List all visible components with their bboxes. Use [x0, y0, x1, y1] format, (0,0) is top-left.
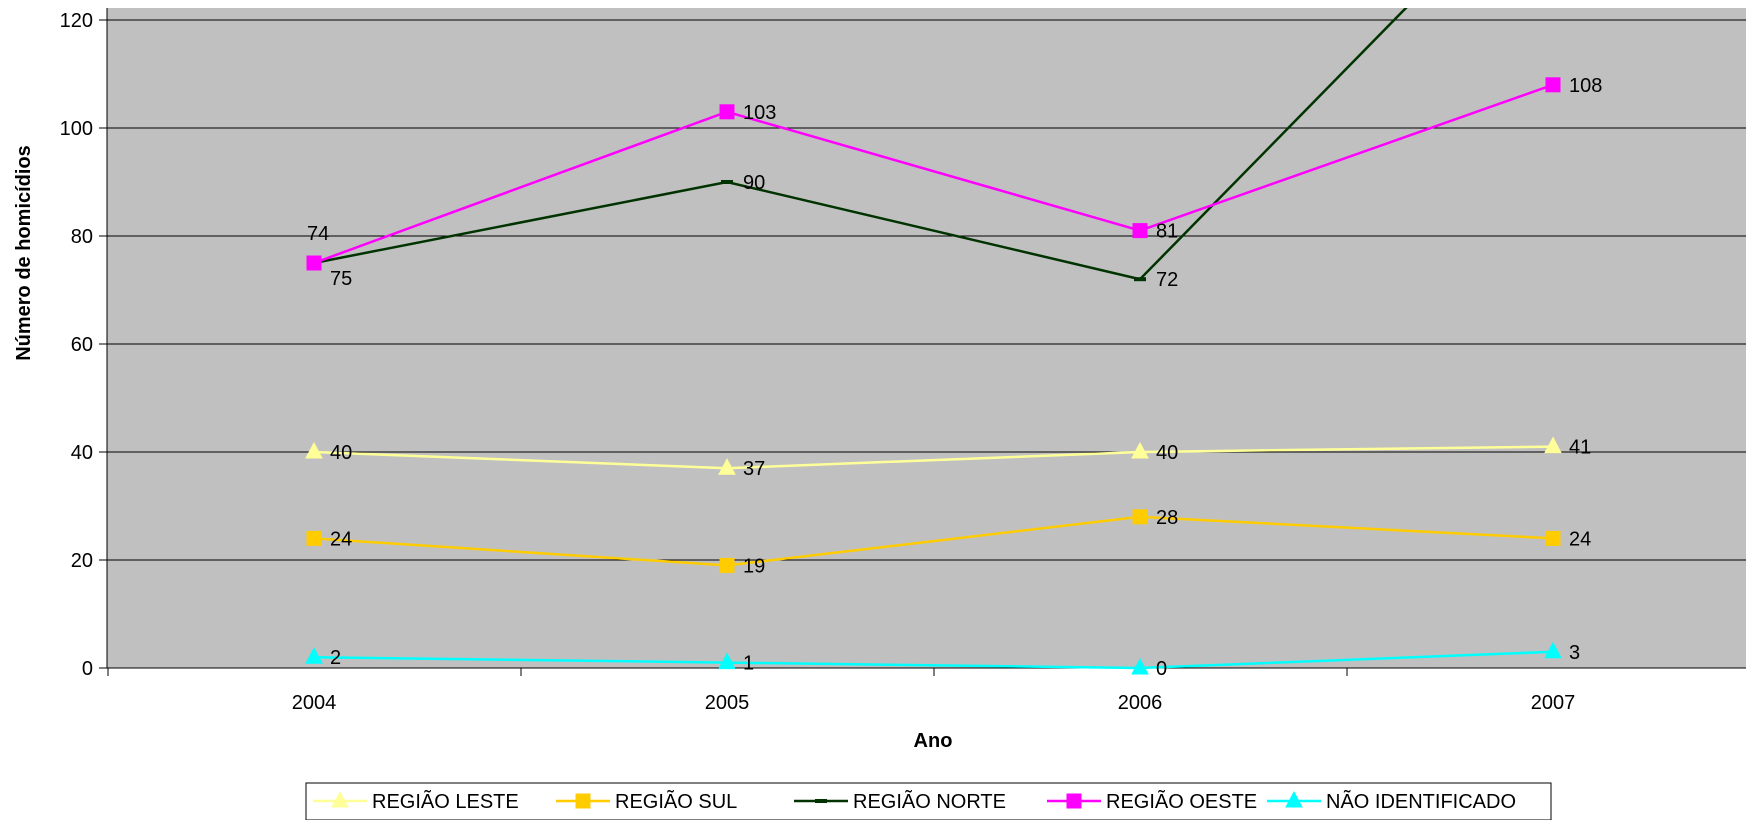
- data-point: [719, 557, 735, 573]
- data-point: [1544, 641, 1562, 659]
- data-point: [305, 441, 323, 459]
- series-line: [313, 445, 1554, 470]
- plot-area: [107, 8, 1746, 668]
- y-tick-label: 0: [82, 658, 93, 680]
- series-line: [313, 83, 1554, 265]
- data-label: 24: [330, 528, 352, 550]
- data-point: [1131, 441, 1149, 459]
- series-região-sul: [306, 509, 1561, 573]
- legend-box: [305, 782, 1552, 821]
- y-tick-label: 60: [71, 334, 93, 356]
- series-group: [305, 8, 1562, 675]
- data-point: [1545, 530, 1561, 546]
- x-tick-label: 2004: [292, 692, 337, 714]
- data-point: [306, 530, 322, 546]
- data-label: 75: [330, 268, 352, 290]
- legend-marker: [815, 799, 827, 803]
- y-tick-label: 40: [71, 442, 93, 464]
- x-tick-label: 2007: [1531, 692, 1576, 714]
- data-label: 90: [743, 172, 765, 194]
- data-label: 37: [743, 458, 765, 480]
- data-point: [719, 104, 735, 120]
- data-point: [1545, 77, 1561, 93]
- data-label: 40: [1156, 442, 1178, 464]
- series-região-oeste: [306, 77, 1561, 271]
- data-point: [718, 458, 736, 475]
- data-point: [1132, 509, 1148, 525]
- series-não-identificado: [305, 641, 1562, 675]
- legend-label: REGIÃO SUL: [615, 789, 737, 813]
- y-tick-label: 100: [60, 118, 93, 140]
- data-label: 41: [1569, 437, 1591, 459]
- legend: REGIÃO LESTE REGIÃO SUL REGIÃO NORTE REGIÃO…: [305, 782, 1552, 821]
- data-label: 24: [1569, 528, 1591, 550]
- x-tick-label: 2005: [705, 692, 750, 714]
- data-point: [1134, 277, 1146, 282]
- data-point: [718, 652, 736, 670]
- legend-label: REGIÃO NORTE: [853, 789, 1006, 813]
- x-axis-title: Ano: [914, 730, 953, 752]
- series-line: [313, 650, 1554, 670]
- legend-label: REGIÃO LESTE: [372, 789, 519, 813]
- series-line: [313, 8, 1408, 281]
- data-label: 74: [307, 223, 329, 245]
- data-point: [721, 180, 733, 184]
- y-tick-label: 80: [71, 226, 93, 248]
- data-label: 1: [743, 653, 754, 675]
- x-tick-label: 2006: [1118, 692, 1163, 714]
- data-point: [1131, 657, 1149, 675]
- series-line: [313, 515, 1554, 567]
- data-point: [1544, 436, 1562, 454]
- legend-marker: [1066, 793, 1082, 809]
- data-point: [1132, 223, 1148, 239]
- data-label: 0: [1156, 658, 1167, 680]
- y-axis-title: Número de homicídios: [13, 145, 35, 361]
- series-região-leste: [305, 436, 1562, 475]
- data-label: 40: [330, 442, 352, 464]
- y-tick-label: 120: [60, 10, 93, 32]
- data-label: 19: [743, 555, 765, 577]
- data-label: 72: [1156, 269, 1178, 291]
- data-label: 2: [330, 647, 341, 669]
- data-label: 108: [1569, 75, 1602, 97]
- legend-label: NÃO IDENTIFICADO: [1326, 789, 1516, 813]
- y-tick-label: 20: [71, 550, 93, 572]
- legend-marker: [331, 790, 349, 808]
- data-label: 103: [743, 102, 776, 124]
- legend-marker: [1285, 790, 1303, 808]
- data-point: [305, 647, 323, 664]
- data-label: 28: [1156, 507, 1178, 529]
- legend-label: REGIÃO OESTE: [1106, 789, 1257, 813]
- data-point: [306, 255, 322, 271]
- data-label: 3: [1569, 642, 1580, 664]
- data-label: 81: [1156, 221, 1178, 243]
- plot-background: [107, 8, 1746, 668]
- legend-marker: [575, 793, 591, 809]
